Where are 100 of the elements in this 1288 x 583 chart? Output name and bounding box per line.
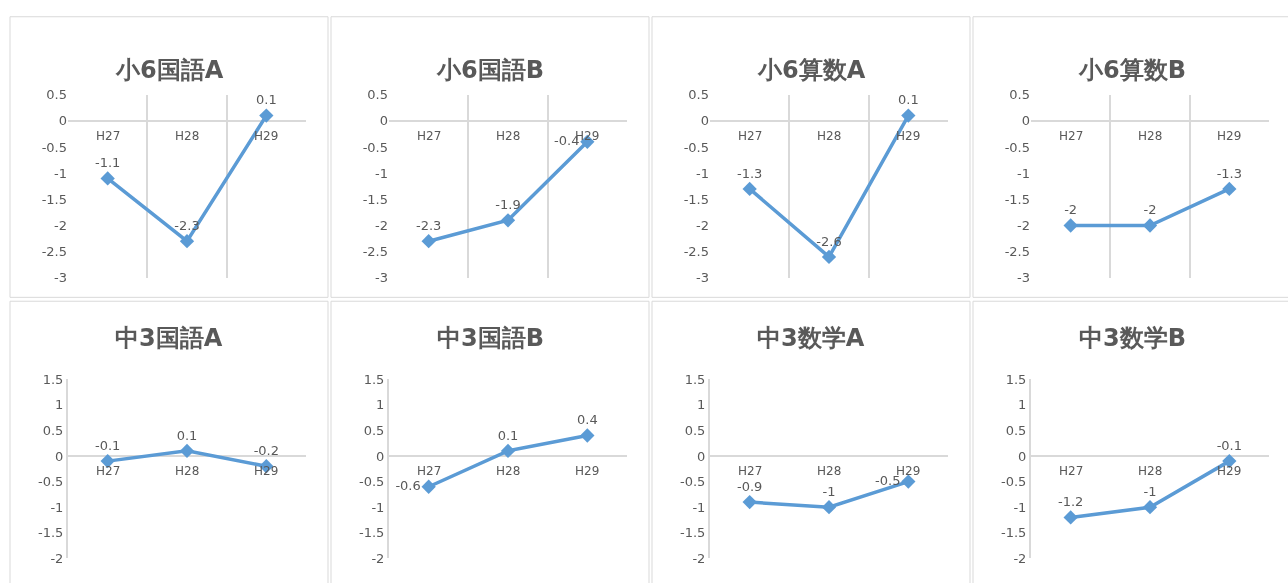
x-tick-label: H28 <box>496 129 521 143</box>
y-tick-label: -1.5 <box>1001 525 1027 541</box>
data-label: -1 <box>822 484 836 500</box>
y-tick-label: 0.5 <box>46 87 67 103</box>
y-tick-label: 0.5 <box>42 422 64 438</box>
point <box>100 171 115 186</box>
y-tick-label: 0.5 <box>1009 87 1030 103</box>
x-tick-label: H28 <box>175 129 200 143</box>
data-label: -1.9 <box>495 197 521 213</box>
y-tick-label: 0.5 <box>1005 422 1027 438</box>
x-tick-label: H28 <box>496 464 521 478</box>
y-tick-label: -0.5 <box>1004 139 1030 155</box>
y-tick-label: 1.5 <box>42 371 64 387</box>
y-tick-label: -2 <box>696 218 709 234</box>
y-tick-label: -1 <box>692 499 706 515</box>
data-label: 0.1 <box>897 92 919 108</box>
y-tick-label: 1.5 <box>1005 371 1027 387</box>
x-tick-label: H27 <box>417 129 442 143</box>
data-label: -2 <box>1143 202 1157 218</box>
y-tick-label: -1 <box>1017 165 1030 181</box>
y-tick-label: 0 <box>697 448 706 464</box>
y-tick-label: -1.5 <box>359 525 385 541</box>
y-tick-label: -3 <box>696 270 709 286</box>
y-tick-label: -2.5 <box>1004 244 1030 260</box>
data-label: -1.3 <box>736 165 763 181</box>
y-tick-label: 0 <box>376 448 385 464</box>
data-label: 0.1 <box>497 427 519 443</box>
point <box>742 181 757 197</box>
x-tick-label: H27 <box>96 464 121 478</box>
y-tick-label: 0 <box>1021 113 1030 129</box>
chart-title: 中3数学B <box>1079 324 1186 352</box>
y-tick-label: -0.5 <box>680 474 706 490</box>
x-tick-label: H29 <box>1217 464 1242 478</box>
y-tick-label: -0.5 <box>359 474 385 490</box>
y-tick-label: -2 <box>371 550 385 566</box>
x-tick-label: H27 <box>1059 129 1084 143</box>
x-tick-label: H29 <box>254 129 279 143</box>
y-tick-label: -0.5 <box>683 139 709 155</box>
x-tick-label: H28 <box>1138 464 1163 478</box>
y-tick-label: -2 <box>692 550 706 566</box>
chart-title: 小6算数B <box>1078 56 1186 84</box>
x-tick-label: H29 <box>254 464 279 478</box>
x-tick-label: H28 <box>1138 129 1163 143</box>
x-tick-label: H27 <box>96 129 121 143</box>
point <box>580 428 595 443</box>
x-tick-label: H28 <box>817 129 842 143</box>
data-label: -2 <box>1064 202 1078 218</box>
data-label: -1.2 <box>1057 494 1084 510</box>
y-tick-label: -1.5 <box>1004 191 1030 207</box>
chart-title: 中3国語A <box>115 324 223 352</box>
y-tick-label: 0 <box>58 113 67 129</box>
point <box>259 108 274 123</box>
y-tick-label: -1 <box>696 165 709 181</box>
y-tick-label: 0 <box>1018 448 1027 464</box>
y-tick-label: -2 <box>1017 218 1030 234</box>
point <box>742 494 757 510</box>
data-label: -0.9 <box>736 478 763 494</box>
point <box>179 443 195 459</box>
x-tick-label: H28 <box>175 464 200 478</box>
y-tick-label: -0.5 <box>41 139 67 155</box>
y-tick-label: -2 <box>375 218 388 234</box>
point <box>421 479 436 494</box>
chart-title: 小6国語A <box>115 56 224 84</box>
data-label: -1 <box>1143 484 1157 500</box>
y-tick-label: -2 <box>54 218 67 234</box>
y-tick-label: -1.5 <box>41 191 67 207</box>
y-tick-label: -2 <box>1013 550 1027 566</box>
point <box>1063 510 1078 525</box>
point <box>179 234 195 249</box>
y-tick-label: -1 <box>371 499 385 515</box>
data-label: -0.2 <box>253 443 280 459</box>
x-tick-label: H27 <box>738 464 763 478</box>
point <box>901 474 916 489</box>
y-tick-label: -1.5 <box>683 191 709 207</box>
y-tick-label: -2.5 <box>41 244 67 260</box>
y-tick-label: 0 <box>55 448 64 464</box>
x-tick-label: H27 <box>417 464 442 478</box>
x-tick-label: H28 <box>817 464 842 478</box>
point <box>421 234 436 249</box>
x-tick-label: H27 <box>1059 464 1084 478</box>
y-tick-label: 0.5 <box>367 87 388 103</box>
y-tick-label: 0.5 <box>363 422 385 438</box>
y-tick-label: -2 <box>50 550 64 566</box>
point <box>901 108 916 123</box>
x-tick-label: H29 <box>575 464 600 478</box>
y-tick-label: 0.5 <box>688 87 709 103</box>
point <box>821 500 837 515</box>
data-label: -1.1 <box>94 155 121 171</box>
y-tick-label: -1 <box>50 499 64 515</box>
y-tick-label: -1 <box>1013 499 1027 515</box>
data-label: 0.1 <box>176 427 198 443</box>
x-tick-label: H29 <box>896 464 921 478</box>
data-label: 0.4 <box>576 412 598 428</box>
point <box>500 443 516 459</box>
y-tick-label: -0.5 <box>362 139 388 155</box>
y-tick-label: -1 <box>375 165 388 181</box>
data-label: -0.1 <box>1216 438 1243 453</box>
point <box>1142 500 1158 515</box>
y-tick-label: -1.5 <box>38 525 64 541</box>
y-tick-label: 1 <box>55 397 64 413</box>
